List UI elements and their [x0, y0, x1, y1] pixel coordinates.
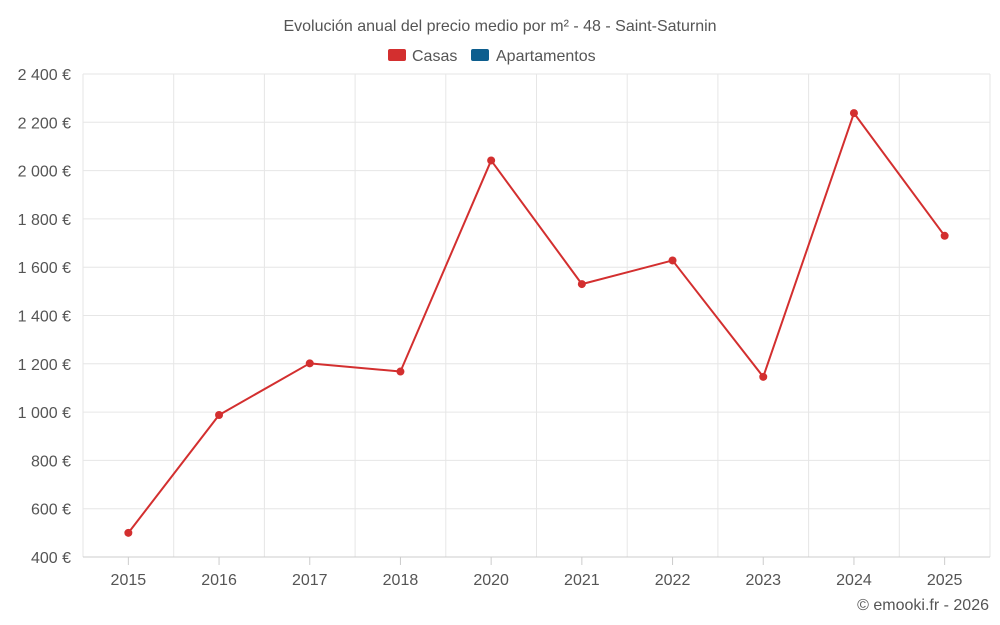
x-axis: 2015 2016 2017 2018 2020 2021 2022 2023 2024 2025: [83, 556, 990, 589]
credit-text: © emooki.fr - 2026: [857, 597, 989, 614]
y-tick-label: 800 €: [31, 453, 71, 470]
x-tick-label: 2020: [473, 572, 509, 589]
y-tick-label: 600 €: [31, 502, 71, 519]
x-tick-label: 2018: [383, 572, 419, 589]
legend-swatch-apartamentos: [471, 49, 489, 61]
y-tick-label: 2 200 €: [18, 115, 71, 132]
data-point-casas[interactable]: [487, 156, 496, 165]
x-tick-label: 2025: [927, 572, 963, 589]
data-point-casas[interactable]: [305, 359, 314, 368]
x-tick-label: 2017: [292, 572, 328, 589]
x-tick-label: 2021: [564, 572, 600, 589]
data-point-casas[interactable]: [668, 256, 677, 265]
legend-swatch-casas: [388, 49, 406, 61]
data-point-casas[interactable]: [940, 231, 949, 240]
legend-item-apartamentos[interactable]: Apartamentos: [471, 48, 596, 65]
x-tick-label: 2023: [745, 572, 781, 589]
data-point-casas[interactable]: [759, 372, 768, 381]
legend-label-apartamentos: Apartamentos: [496, 48, 596, 65]
legend-label-casas: Casas: [412, 48, 457, 65]
legend-item-casas[interactable]: Casas: [388, 48, 457, 65]
y-tick-label: 400 €: [31, 550, 71, 567]
y-tick-label: 1 800 €: [18, 212, 71, 229]
y-tick-label: 2 400 €: [18, 67, 71, 84]
legend: Casas Apartamentos: [388, 48, 596, 65]
y-tick-label: 1 600 €: [18, 260, 71, 277]
data-point-casas[interactable]: [124, 528, 133, 537]
x-tick-label: 2024: [836, 572, 872, 589]
y-tick-label: 2 000 €: [18, 164, 71, 181]
data-point-casas[interactable]: [396, 367, 405, 376]
chart-title: Evolución anual del precio medio por m² …: [283, 18, 716, 35]
grid: [82, 73, 991, 557]
y-tick-label: 1 200 €: [18, 357, 71, 374]
data-point-casas[interactable]: [215, 410, 224, 419]
series-line-casas: [127, 112, 946, 534]
data-point-casas[interactable]: [577, 280, 586, 289]
x-tick-label: 2016: [201, 572, 237, 589]
y-tick-label: 1 400 €: [18, 309, 71, 326]
data-point-casas[interactable]: [849, 109, 858, 118]
x-tick-label: 2015: [111, 572, 147, 589]
y-axis: 400 € 600 € 800 € 1 000 € 1 200 € 1 400 € 1 60…: [18, 67, 71, 567]
y-tick-label: 1 000 €: [18, 405, 71, 422]
series-casas: [124, 109, 949, 537]
x-tick-label: 2022: [655, 572, 691, 589]
